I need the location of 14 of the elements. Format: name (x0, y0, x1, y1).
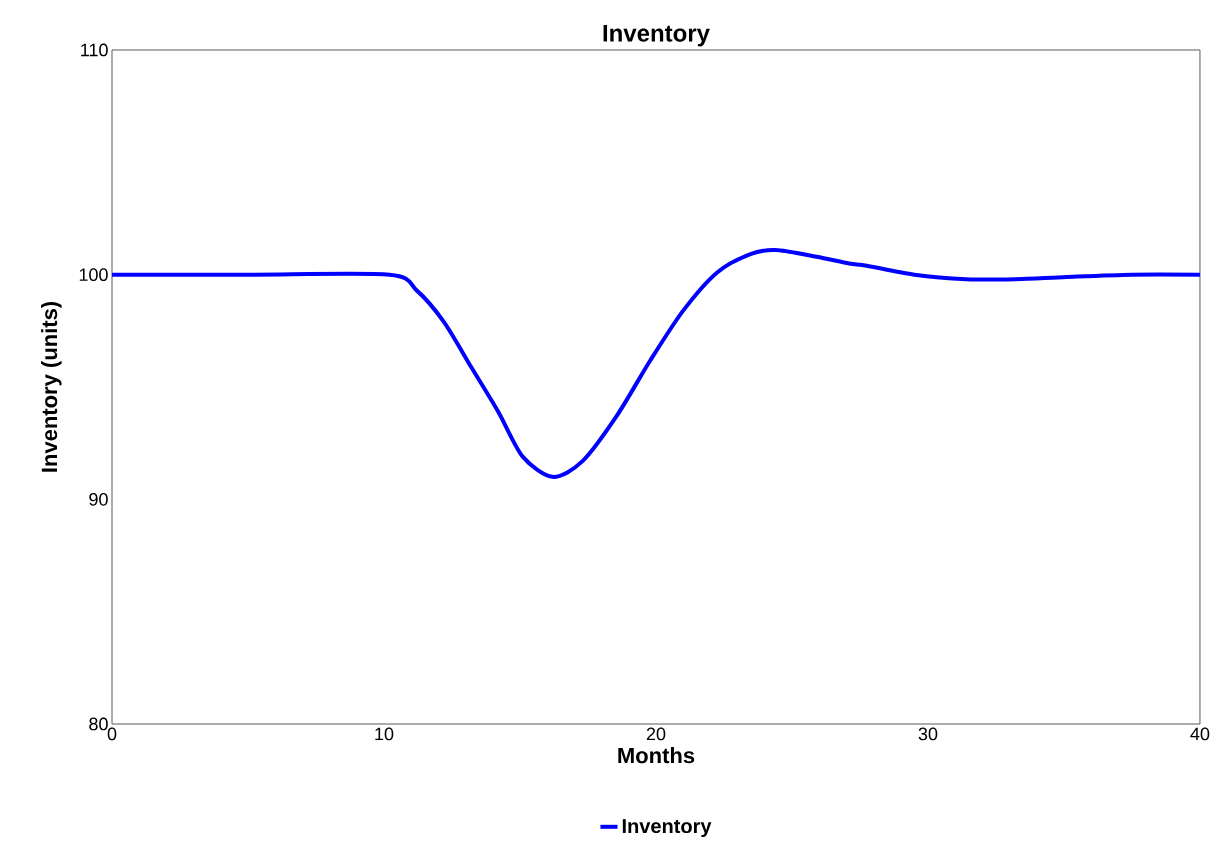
x-tick-label: 20 (646, 727, 666, 741)
y-axis-title: Inventory (units) (41, 301, 62, 472)
line-series (112, 247, 1200, 479)
chart-title: Inventory (603, 24, 710, 47)
x-tick-label: 30 (918, 727, 938, 741)
y-tick-label: 90 (89, 492, 108, 506)
y-tick-label: 100 (79, 268, 108, 282)
legend-label: Inventory (622, 819, 712, 838)
x-tick-label: 40 (1190, 727, 1210, 741)
x-tick-label: 0 (107, 727, 117, 741)
x-axis-title: Months (618, 747, 695, 764)
y-tick-label: 80 (89, 717, 108, 731)
y-tick-label: 110 (81, 43, 108, 57)
x-tick-label: 10 (375, 727, 394, 741)
